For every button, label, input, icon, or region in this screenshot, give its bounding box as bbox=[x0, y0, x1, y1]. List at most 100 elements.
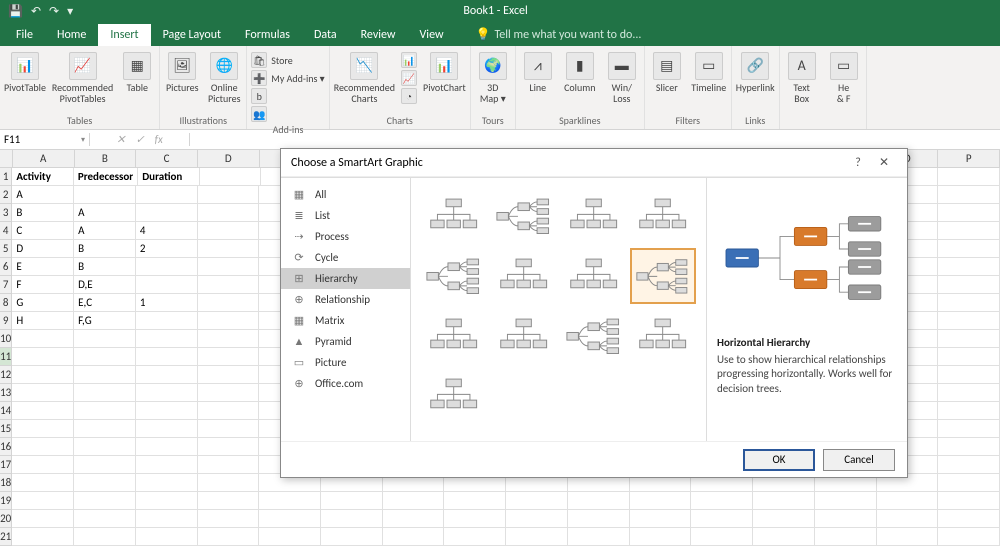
cell[interactable] bbox=[198, 510, 260, 528]
cell[interactable]: E bbox=[12, 258, 74, 276]
my-addins-button[interactable]: ➕My Add-ins ▾ bbox=[251, 70, 324, 86]
cell[interactable] bbox=[136, 438, 198, 456]
row-header[interactable]: 12 bbox=[0, 366, 12, 384]
row-header[interactable]: 1 bbox=[0, 168, 12, 186]
cell[interactable] bbox=[74, 492, 136, 510]
cell[interactable] bbox=[630, 492, 692, 510]
cell[interactable] bbox=[198, 348, 260, 366]
chart3-button[interactable]: ◔ bbox=[401, 88, 417, 104]
undo-icon[interactable]: ↶ bbox=[31, 4, 41, 19]
online-pictures-button[interactable]: 🌐Online Pictures bbox=[206, 52, 242, 104]
cell[interactable] bbox=[938, 474, 1000, 492]
cell[interactable]: B bbox=[12, 204, 74, 222]
cell[interactable] bbox=[136, 258, 198, 276]
cell[interactable] bbox=[444, 510, 506, 528]
row-header[interactable]: 10 bbox=[0, 330, 12, 348]
row-header[interactable]: 18 bbox=[0, 474, 12, 492]
cell[interactable] bbox=[136, 186, 198, 204]
category-relationship[interactable]: ⊕Relationship bbox=[281, 289, 410, 310]
col-header[interactable]: A bbox=[13, 150, 75, 168]
hyperlink-button[interactable]: 🔗Hyperlink bbox=[736, 52, 775, 93]
cell[interactable] bbox=[259, 510, 321, 528]
slicer-button[interactable]: ▤Slicer bbox=[649, 52, 685, 93]
cell[interactable] bbox=[74, 330, 136, 348]
row-header[interactable]: 11 bbox=[0, 348, 12, 366]
tab-home[interactable]: Home bbox=[45, 24, 98, 46]
row-header[interactable]: 19 bbox=[0, 492, 12, 510]
row-header[interactable]: 15 bbox=[0, 420, 12, 438]
cell[interactable] bbox=[815, 492, 877, 510]
spark-col-button[interactable]: ▮Column bbox=[562, 52, 598, 93]
chart1-button[interactable]: 📊 bbox=[401, 52, 417, 68]
cell[interactable] bbox=[74, 474, 136, 492]
smartart-thumb[interactable] bbox=[421, 188, 487, 244]
smartart-thumb[interactable] bbox=[630, 188, 696, 244]
row-header[interactable]: 7 bbox=[0, 276, 12, 294]
cell[interactable] bbox=[74, 366, 136, 384]
cell[interactable] bbox=[938, 384, 1000, 402]
cell[interactable] bbox=[12, 456, 74, 474]
cell[interactable] bbox=[753, 510, 815, 528]
cell[interactable] bbox=[198, 438, 260, 456]
col-header[interactable]: D bbox=[198, 150, 260, 168]
cell[interactable] bbox=[198, 366, 260, 384]
cell[interactable] bbox=[321, 510, 383, 528]
cell[interactable] bbox=[198, 204, 260, 222]
cell[interactable] bbox=[938, 348, 1000, 366]
save-icon[interactable]: 💾 bbox=[8, 4, 23, 19]
cell[interactable]: E,C bbox=[74, 294, 136, 312]
cell[interactable] bbox=[938, 276, 1000, 294]
cell[interactable]: B bbox=[74, 240, 136, 258]
cell[interactable] bbox=[753, 492, 815, 510]
cell[interactable] bbox=[938, 420, 1000, 438]
cell[interactable] bbox=[136, 492, 198, 510]
category-hierarchy[interactable]: ⊞Hierarchy bbox=[281, 268, 410, 289]
smartart-thumb[interactable] bbox=[561, 188, 627, 244]
cell[interactable] bbox=[938, 240, 1000, 258]
tab-view[interactable]: View bbox=[408, 24, 456, 46]
category-office-com[interactable]: ⊕Office.com bbox=[281, 373, 410, 394]
smartart-thumb[interactable] bbox=[491, 188, 557, 244]
headerfooter-button[interactable]: ▭He & F bbox=[826, 52, 862, 104]
cell[interactable] bbox=[938, 294, 1000, 312]
cell[interactable] bbox=[136, 402, 198, 420]
cell[interactable] bbox=[74, 420, 136, 438]
cell[interactable] bbox=[198, 240, 260, 258]
cell[interactable] bbox=[74, 456, 136, 474]
row-header[interactable]: 2 bbox=[0, 186, 12, 204]
cell[interactable] bbox=[506, 492, 568, 510]
cell[interactable]: A bbox=[74, 204, 136, 222]
cell[interactable] bbox=[12, 348, 74, 366]
3dmap-button[interactable]: 🌍3D Map ▾ bbox=[475, 52, 511, 104]
cell[interactable] bbox=[938, 186, 1000, 204]
category-pyramid[interactable]: ▲Pyramid bbox=[281, 331, 410, 352]
cell[interactable] bbox=[136, 366, 198, 384]
row-header[interactable]: 16 bbox=[0, 438, 12, 456]
tab-formulas[interactable]: Formulas bbox=[233, 24, 302, 46]
cell[interactable] bbox=[938, 312, 1000, 330]
cell[interactable] bbox=[444, 492, 506, 510]
row-header[interactable]: 4 bbox=[0, 222, 12, 240]
pivot-table-button[interactable]: 📊PivotTable bbox=[4, 52, 46, 93]
cell[interactable] bbox=[198, 402, 260, 420]
cell[interactable] bbox=[383, 492, 445, 510]
cell[interactable] bbox=[136, 330, 198, 348]
cell[interactable] bbox=[198, 276, 260, 294]
cell[interactable] bbox=[12, 474, 74, 492]
smartart-thumb[interactable] bbox=[421, 308, 487, 364]
cancel-button[interactable]: Cancel bbox=[823, 449, 895, 471]
category-matrix[interactable]: ▦Matrix bbox=[281, 310, 410, 331]
close-icon[interactable]: ✕ bbox=[871, 155, 897, 170]
qat-customize-icon[interactable]: ▾ bbox=[67, 4, 73, 19]
cell[interactable] bbox=[198, 258, 260, 276]
cell[interactable] bbox=[938, 510, 1000, 528]
cell[interactable] bbox=[74, 384, 136, 402]
cell[interactable]: A bbox=[74, 222, 136, 240]
cell[interactable] bbox=[815, 510, 877, 528]
row-header[interactable]: 5 bbox=[0, 240, 12, 258]
fx-cancel-icon[interactable]: ✕ bbox=[116, 133, 125, 146]
recommended-charts-button[interactable]: 📉Recommended Charts bbox=[334, 52, 395, 104]
cell[interactable] bbox=[691, 510, 753, 528]
smartart-thumb[interactable] bbox=[630, 248, 696, 304]
row-header[interactable]: 14 bbox=[0, 402, 12, 420]
